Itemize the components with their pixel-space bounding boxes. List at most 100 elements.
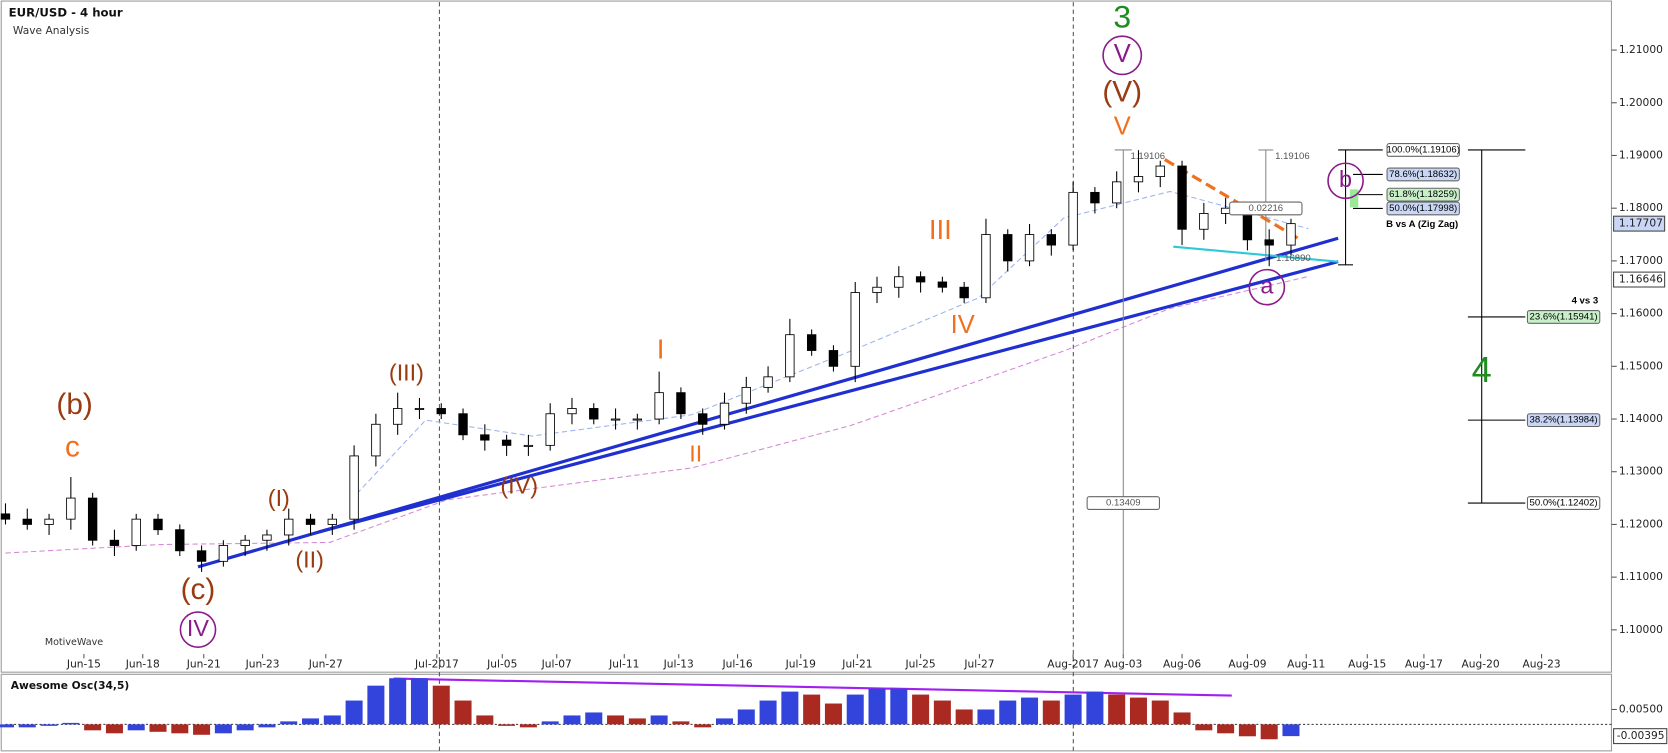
wave-label: (c) <box>181 573 216 606</box>
candle-body <box>218 545 229 562</box>
osc-bar <box>367 685 385 725</box>
x-tick-label: Jul-16 <box>721 658 752 671</box>
fib-label: 0.13409 <box>1106 498 1141 509</box>
candle-body <box>719 402 730 425</box>
wave-label: 4 vs 3 <box>1572 296 1599 307</box>
candle-body <box>1003 234 1013 262</box>
candle-body <box>109 539 120 546</box>
fib-zone <box>1349 189 1359 208</box>
osc-bar <box>127 724 145 731</box>
price-tag-label: 1.16646 <box>1619 273 1663 286</box>
fib-label: 50.0%(1.12402) <box>1530 498 1598 509</box>
osc-bar <box>410 678 428 725</box>
y-tick-label: 1.13000 <box>1619 465 1663 478</box>
x-tick-label: Aug-11 <box>1287 658 1325 671</box>
y-tick-label: 1.20000 <box>1619 96 1663 109</box>
x-tick-label: Aug-15 <box>1348 658 1386 671</box>
osc-bar <box>1108 694 1126 725</box>
x-tick-label: Jul-13 <box>663 658 694 671</box>
y-tick-label: 1.16000 <box>1619 307 1663 320</box>
osc-bar <box>759 700 777 725</box>
candle-body <box>480 434 490 441</box>
osc-bar <box>389 678 407 725</box>
wave-label: 1.19106 <box>1275 151 1310 162</box>
osc-bar <box>149 724 167 732</box>
candle-body <box>959 286 969 299</box>
candle-body <box>196 550 207 562</box>
y-tick-label: 1.14000 <box>1619 412 1663 425</box>
wave-label: c <box>65 431 80 464</box>
wave-circle <box>1102 35 1143 76</box>
osc-bar <box>1129 697 1147 725</box>
wave-label: B vs A (Zig Zag) <box>1386 219 1458 230</box>
x-tick-label: Aug-23 <box>1523 658 1561 671</box>
price-tag <box>1613 728 1668 745</box>
osc-bar <box>1238 724 1256 737</box>
x-tick-label: Jul-19 <box>785 658 816 671</box>
label-box <box>1386 167 1460 182</box>
candle-body <box>501 439 512 446</box>
candle-body <box>523 444 534 447</box>
candle-body <box>894 276 904 288</box>
osc-bar <box>803 694 821 725</box>
x-tick-label: Aug-17 <box>1405 658 1443 671</box>
label-box <box>1229 201 1303 216</box>
y-tick-label: 1.19000 <box>1619 148 1663 161</box>
x-tick-label: Jun-27 <box>308 658 343 671</box>
x-tick-label: Jun-21 <box>186 658 221 671</box>
label-box <box>1526 310 1601 324</box>
x-tick-label: Aug-09 <box>1228 658 1266 671</box>
label-box <box>1386 187 1460 202</box>
osc-bar <box>18 724 36 728</box>
wave-label: 4 <box>1472 349 1492 390</box>
wave-circle <box>1248 268 1286 306</box>
osc-bar <box>541 721 559 725</box>
candle-body <box>87 497 98 541</box>
osc-bar <box>1086 691 1104 725</box>
candle-body <box>284 518 294 536</box>
candle-body <box>741 386 751 404</box>
x-tick-label: Aug-2017 <box>1047 658 1099 671</box>
chart-title: EUR/USD - 4 hour <box>9 5 123 19</box>
candle-body <box>392 408 403 425</box>
osc-title: Awesome Osc(34,5) <box>11 679 129 692</box>
osc-bar <box>1042 700 1060 725</box>
wave-label: V <box>1114 112 1131 140</box>
support-line <box>1173 245 1339 263</box>
candle-body <box>436 408 446 415</box>
osc-bar <box>890 688 908 725</box>
wave-circle <box>179 611 217 648</box>
candle-body <box>654 392 664 420</box>
x-tick-label: Jul-27 <box>963 658 994 671</box>
candle-body <box>349 455 359 520</box>
candle-body <box>1199 213 1209 230</box>
candle-body <box>414 408 425 410</box>
osc-bar <box>1173 712 1191 725</box>
osc-bar <box>868 688 886 725</box>
x-tick-label: Jul-25 <box>904 658 935 671</box>
candle-body <box>1264 239 1274 246</box>
candle-body <box>850 292 860 367</box>
candle-body <box>698 413 708 425</box>
label-box <box>1526 496 1601 510</box>
candle-body <box>1068 191 1078 246</box>
candle-body <box>371 423 381 457</box>
osc-bar <box>193 724 211 735</box>
osc-bar <box>737 709 755 725</box>
wave-label: (IV) <box>500 472 538 498</box>
wave-label: II <box>689 440 702 466</box>
fib-label: 61.8%(1.18259) <box>1389 189 1457 200</box>
osc-bar <box>323 715 341 725</box>
label-box <box>1086 496 1160 510</box>
price-tag-label: -0.00395 <box>1617 729 1665 742</box>
x-tick-label: Jun-23 <box>245 658 280 671</box>
x-tick-label: Aug-20 <box>1461 658 1499 671</box>
osc-bar <box>40 724 58 726</box>
candle-body <box>806 334 817 351</box>
candle-body <box>981 234 991 299</box>
wave-label: V <box>1114 40 1131 68</box>
candle-body <box>567 408 577 415</box>
osc-bar <box>955 709 973 725</box>
main-pane <box>0 0 1612 673</box>
